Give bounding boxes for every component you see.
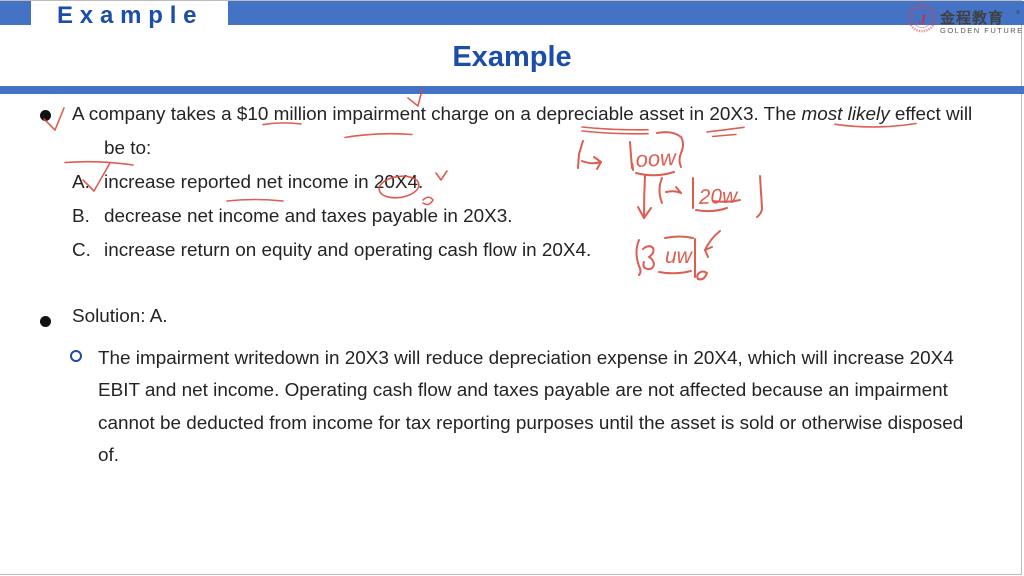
svg-text:J: J <box>918 13 927 28</box>
svg-text:GOLDEN FUTURE: GOLDEN FUTURE <box>940 26 1024 35</box>
svg-text:uw: uw <box>665 245 694 268</box>
svg-text:金程教育: 金程教育 <box>939 9 1004 27</box>
svg-text:®: ® <box>1016 9 1020 16</box>
svg-text:oow: oow <box>635 145 679 172</box>
svg-text:20w: 20w <box>697 185 739 209</box>
